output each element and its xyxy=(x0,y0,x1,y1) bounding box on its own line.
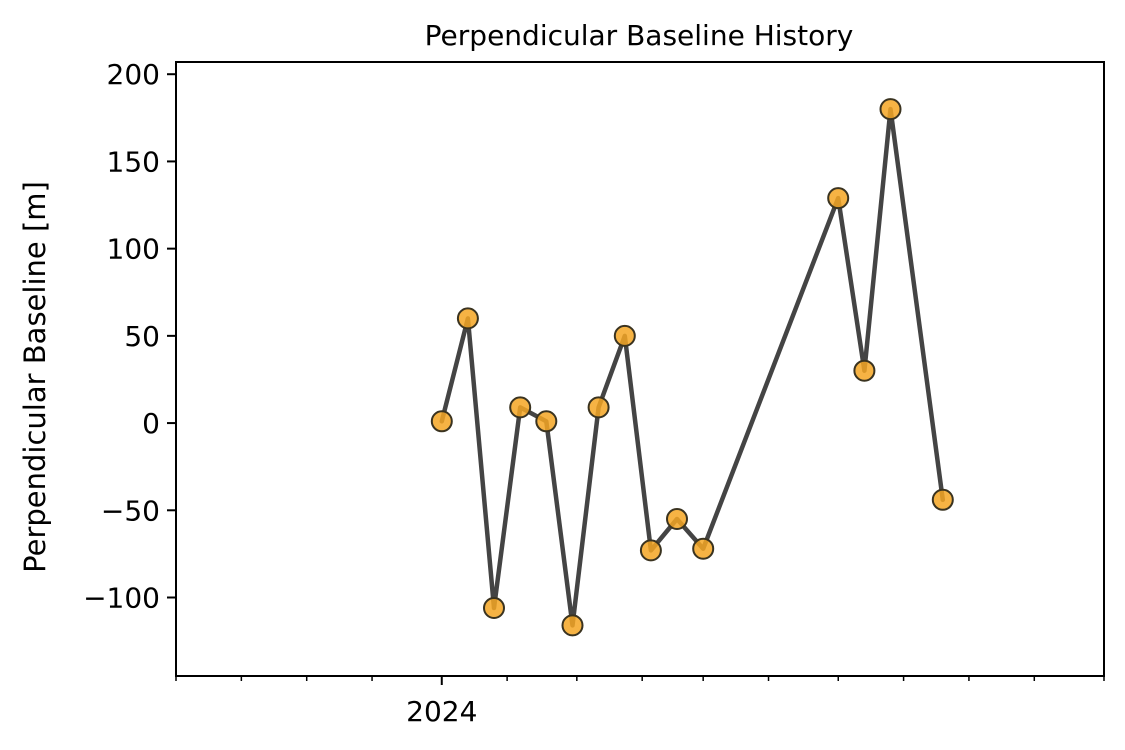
data-point-marker xyxy=(931,488,954,511)
y-tick-label: −100 xyxy=(83,582,160,615)
data-point-marker xyxy=(456,307,479,330)
data-point-marker xyxy=(509,396,532,419)
data-point-marker xyxy=(879,98,902,121)
y-tick-label: 100 xyxy=(107,233,160,266)
series-layer xyxy=(430,98,954,637)
data-point-marker xyxy=(613,324,636,347)
data-point-marker xyxy=(483,597,505,619)
data-point-marker xyxy=(430,410,453,433)
y-tick-label: −50 xyxy=(101,494,160,527)
y-tick-label: 200 xyxy=(107,58,160,91)
chart-title: Perpendicular Baseline History xyxy=(425,19,854,52)
y-axis-label: Perpendicular Baseline [m] xyxy=(18,181,52,573)
data-point-marker xyxy=(587,396,610,419)
data-point-marker xyxy=(692,537,715,560)
y-tick-label: 50 xyxy=(124,320,160,353)
data-point-marker xyxy=(639,539,662,562)
ticks-layer: −100 −50 0 50 100 150 200 2024 xyxy=(83,58,1105,728)
data-point-marker xyxy=(827,187,850,210)
y-tick-label: 150 xyxy=(107,145,160,178)
data-point-marker xyxy=(561,614,584,637)
data-point-marker xyxy=(535,410,558,433)
x-tick-label: 2024 xyxy=(406,695,477,728)
y-tick-label: 0 xyxy=(142,407,160,440)
plot-frame xyxy=(175,61,1105,677)
data-point-marker xyxy=(853,359,876,382)
data-point-marker xyxy=(666,508,688,530)
